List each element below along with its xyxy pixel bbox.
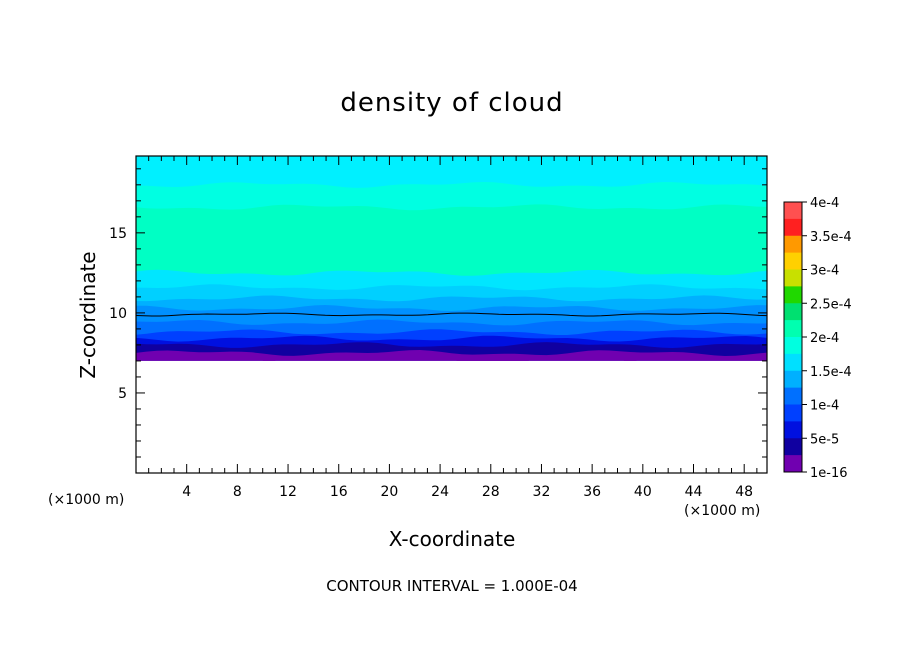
x-tick-label: 48 [735,484,753,500]
below-cloud-area [136,360,767,473]
x-tick-label: 40 [634,484,652,500]
cloud-base-bump [262,356,276,361]
y-tick-label: 15 [109,226,127,242]
colorbar-label: 2e-4 [810,331,839,346]
colorbar-segment [784,370,802,389]
colorbar-label: 4e-4 [810,196,839,211]
x-unit-label-left: (×1000 m) [48,492,125,508]
x-tick-label: 8 [233,484,242,500]
x-tick-label: 32 [533,484,551,500]
contour-interval-note: CONTOUR INTERVAL = 1.000E-04 [326,577,578,595]
x-tick-label: 28 [482,484,500,500]
plot-frame [135,155,768,474]
colorbar-segment [784,337,802,355]
contour-line [135,312,768,317]
x-axis-label: X-coordinate [388,527,516,551]
colorbar-segment [784,202,802,220]
colorbar-segment [784,404,802,422]
cloud-base-bump [623,356,637,361]
cloud-base-bump [456,356,468,361]
contour-band [136,350,767,361]
colorbar-segment [784,235,802,254]
chart-title: density of cloud [340,88,564,118]
colorbar-label: 2.5e-4 [810,297,852,312]
colorbar-label: 5e-5 [810,432,839,447]
colorbar-label: 1e-16 [810,466,848,481]
x-tick-label: 36 [583,484,601,500]
x-unit-label-right: (×1000 m) [684,503,761,519]
x-tick-label: 24 [431,484,449,500]
colorbar-label: 1.5e-4 [810,365,852,380]
x-tick-label: 44 [685,484,703,500]
colorbar-segment [784,353,802,372]
y-tick-label: 5 [118,386,127,402]
x-tick-label: 4 [182,484,191,500]
colorbar-segment [784,269,802,287]
colorbar-segment [784,303,802,321]
colorbar-segment [784,438,802,456]
cloud-base-bump [467,356,529,361]
colorbar-segment [784,421,802,439]
colorbar-label: 1e-4 [810,399,839,414]
colorbar-segment [784,387,802,405]
colorbar-label: 3e-4 [810,264,839,279]
x-tick-label: 12 [279,484,297,500]
x-tick-label: 16 [330,484,348,500]
x-tick-label: 20 [380,484,398,500]
colorbar-segment [784,455,802,473]
colorbar-segment [784,320,802,338]
colorbar-segment [784,286,802,304]
colorbar-segment [784,252,802,270]
colorbar-label: 3.5e-4 [810,230,852,245]
colorbar-segment [784,218,802,237]
y-tick-label: 10 [109,306,127,322]
